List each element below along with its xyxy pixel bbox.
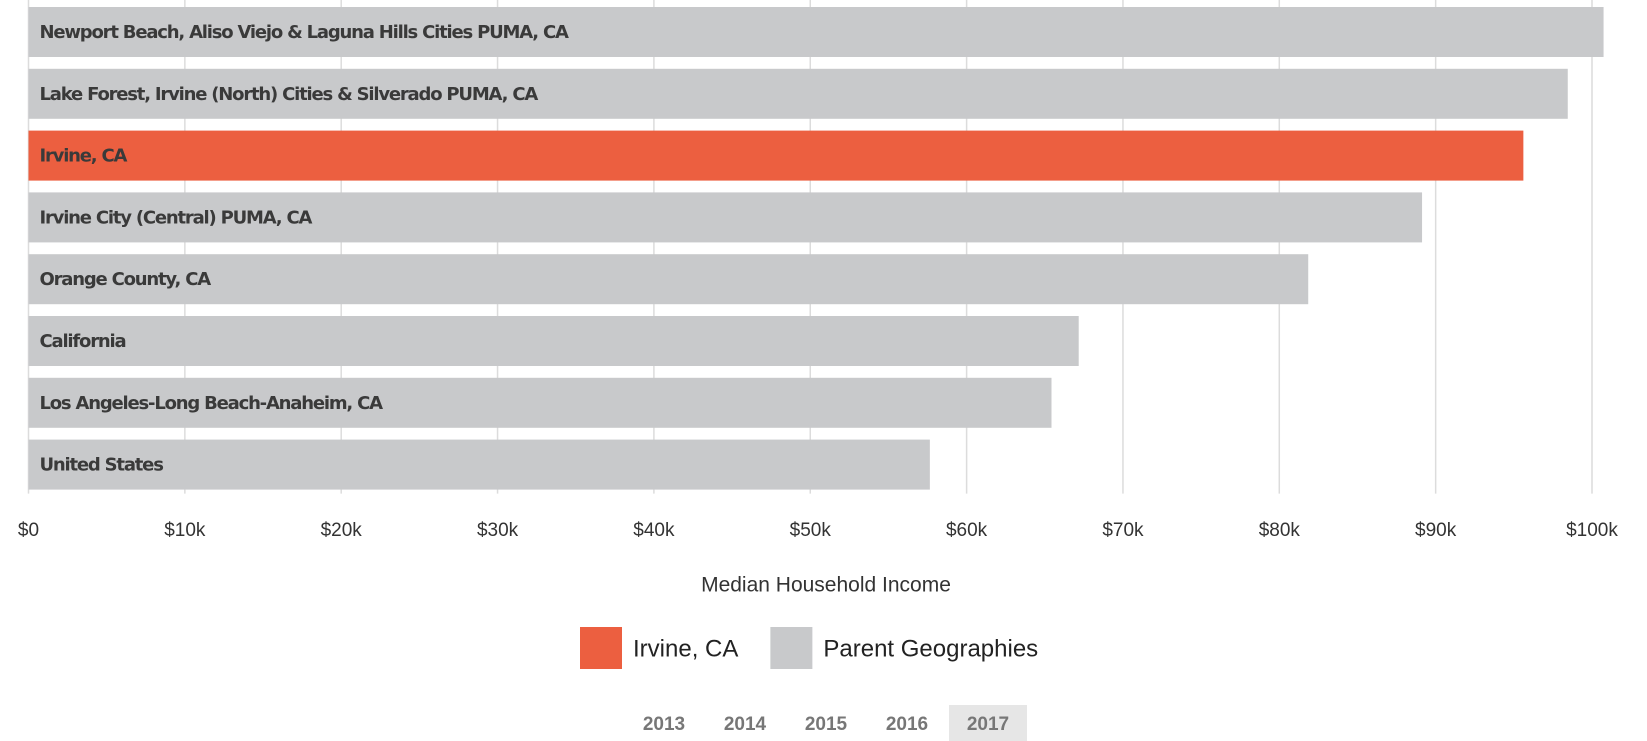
bar-label: Irvine City (Central) PUMA, CA	[40, 207, 313, 228]
bar	[28, 7, 1604, 57]
bar	[28, 130, 1524, 181]
x-tick-label: $100k	[1566, 520, 1618, 541]
x-tick-label: $50k	[790, 520, 832, 541]
bar	[28, 377, 1052, 428]
x-tick-label: $20k	[321, 520, 363, 541]
bar-label: Newport Beach, Aliso Viejo & Laguna Hill…	[40, 22, 569, 43]
x-tick-label: $30k	[477, 520, 519, 541]
legend-swatch	[770, 627, 813, 669]
bar-label: United States	[40, 455, 164, 476]
bar	[28, 192, 1423, 243]
bar	[28, 68, 1568, 119]
legend-label: Parent Geographies	[823, 635, 1038, 662]
legend-label: Irvine, CA	[633, 635, 738, 662]
bar	[28, 439, 930, 490]
bar-label: Los Angeles-Long Beach-Anaheim, CA	[40, 393, 384, 414]
bar-label: Irvine, CA	[40, 146, 128, 167]
x-tick-label: $10k	[164, 520, 206, 541]
x-tick-label: $80k	[1259, 520, 1301, 541]
x-tick-label: $60k	[946, 520, 988, 541]
year-option[interactable]: 2013	[643, 714, 685, 735]
x-tick-label: $70k	[1102, 520, 1144, 541]
bar	[28, 254, 1309, 305]
x-tick-label: $0	[18, 520, 39, 541]
year-option[interactable]: 2016	[886, 714, 928, 735]
bar-label: Lake Forest, Irvine (North) Cities & Sil…	[40, 84, 539, 105]
x-tick-label: $40k	[633, 520, 675, 541]
year-option[interactable]: 2017	[967, 714, 1009, 735]
x-tick-label: $90k	[1415, 520, 1457, 541]
legend-swatch	[580, 627, 622, 669]
bar-label: California	[40, 331, 126, 352]
bar	[28, 316, 1079, 366]
x-axis-title: Median Household Income	[701, 574, 951, 597]
bar-label: Orange County, CA	[40, 269, 212, 290]
year-option[interactable]: 2014	[724, 714, 767, 735]
year-option[interactable]: 2015	[805, 714, 848, 735]
year-selected-bg	[949, 705, 1027, 741]
